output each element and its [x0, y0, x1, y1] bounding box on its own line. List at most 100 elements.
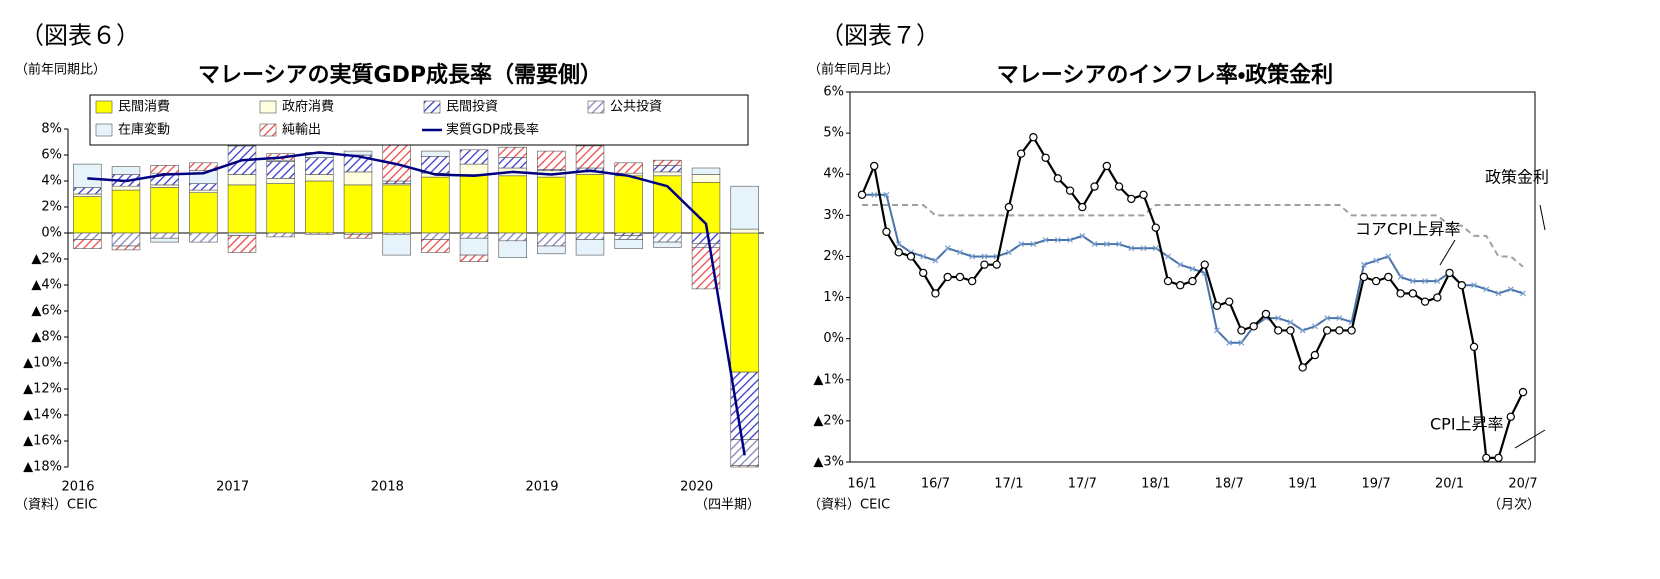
x-tick-label: 2019	[525, 480, 558, 495]
y-unit-label: （前年同期比）	[15, 62, 106, 78]
y-tick-label: ▲14%	[23, 408, 62, 423]
legend-label: 在庫変動	[118, 122, 170, 138]
bar-segment	[150, 184, 179, 188]
bar-segment	[614, 239, 643, 249]
figure-label: （図表６）	[20, 22, 140, 50]
line-series	[862, 204, 1524, 268]
bar-segment	[266, 161, 295, 179]
point	[1176, 281, 1185, 290]
bar-segment	[73, 187, 102, 195]
point	[1385, 253, 1392, 260]
legend-label: 民間投資	[446, 99, 498, 115]
x-tick-label: 18/1	[1141, 477, 1170, 492]
point	[1495, 290, 1502, 297]
point	[1384, 272, 1393, 282]
point	[1116, 241, 1122, 248]
bar-segment	[150, 187, 179, 234]
point	[882, 227, 891, 236]
figure-label: （図表７）	[820, 22, 940, 50]
x-tick-label: 2017	[216, 480, 249, 495]
bar-segment	[73, 239, 102, 249]
point	[1371, 276, 1381, 286]
point	[1324, 315, 1331, 322]
point	[1286, 326, 1295, 335]
series-annotation: 政策金利	[1485, 168, 1549, 187]
point	[1298, 363, 1307, 372]
y-tick-label: ▲1%	[813, 372, 844, 387]
bar-segment	[691, 167, 721, 175]
y-tick-label: 4%	[823, 167, 844, 182]
bar-segment	[498, 175, 527, 234]
bar-segment	[150, 232, 179, 239]
point	[1310, 350, 1320, 360]
point	[1018, 241, 1025, 248]
source-note: （資料）CEIC	[808, 498, 890, 513]
point	[932, 257, 939, 264]
point	[1507, 286, 1514, 293]
bar-segment	[189, 189, 218, 194]
series-annotation: CPI上昇率	[1430, 415, 1504, 434]
point	[1188, 276, 1197, 286]
point	[1483, 286, 1490, 293]
point	[895, 241, 902, 248]
bar-segment	[343, 150, 373, 156]
bar-segment	[421, 232, 450, 240]
point	[1433, 293, 1442, 302]
point	[1396, 289, 1405, 298]
point	[1287, 319, 1294, 326]
bar-segment	[382, 180, 411, 184]
bar-segment	[691, 232, 721, 244]
bar-segment	[343, 184, 373, 234]
y-tick-label: 3%	[823, 208, 844, 223]
legend-swatch	[423, 100, 441, 114]
legend-label: 公共投資	[610, 99, 662, 115]
bar-segment	[266, 183, 295, 234]
point	[1360, 261, 1367, 268]
point	[1102, 161, 1112, 171]
legend-swatch	[587, 100, 605, 114]
bar-segment	[73, 232, 102, 240]
y-tick-label: 0%	[823, 331, 844, 346]
annotation-arrow	[1439, 239, 1456, 266]
point	[1237, 326, 1246, 335]
x-tick-label: 2018	[371, 480, 404, 495]
bar-segment	[614, 162, 643, 174]
point	[1518, 387, 1528, 397]
point	[1226, 339, 1233, 346]
point	[944, 245, 951, 252]
chart-title: マレーシアのインフレ率・政策金利	[997, 62, 1333, 88]
bar-segment	[653, 165, 682, 173]
y-tick-label: ▲10%	[23, 356, 62, 371]
y-tick-label: ▲3%	[813, 455, 844, 470]
point	[1065, 186, 1075, 195]
point	[1238, 339, 1245, 346]
bar-segment	[575, 145, 605, 169]
point	[1347, 326, 1356, 335]
bar-segment	[575, 232, 605, 240]
bar-segment	[305, 232, 334, 235]
point	[1275, 315, 1282, 322]
bar-segment	[227, 184, 257, 234]
y-tick-label: 2%	[823, 249, 844, 264]
bar-segment	[111, 189, 141, 234]
point	[1471, 282, 1477, 289]
bar-segment	[189, 162, 218, 171]
point	[1140, 245, 1147, 252]
point	[1408, 289, 1418, 298]
bar-segment	[730, 465, 759, 468]
point	[1078, 202, 1087, 212]
y-tick-label: ▲4%	[31, 278, 62, 293]
bar-segment	[537, 232, 566, 247]
point	[1067, 237, 1074, 243]
bar-segment	[614, 175, 643, 234]
bar-segment	[227, 235, 257, 253]
legend-swatch	[259, 123, 277, 137]
point	[1494, 453, 1503, 463]
bar-segment	[459, 254, 489, 262]
bar-segment	[691, 174, 721, 183]
legend-label: 純輸出	[282, 123, 321, 138]
point	[1482, 453, 1491, 463]
bar-segment	[614, 232, 643, 236]
bar-segment	[382, 234, 411, 256]
source-note: （資料）CEIC	[15, 498, 97, 513]
